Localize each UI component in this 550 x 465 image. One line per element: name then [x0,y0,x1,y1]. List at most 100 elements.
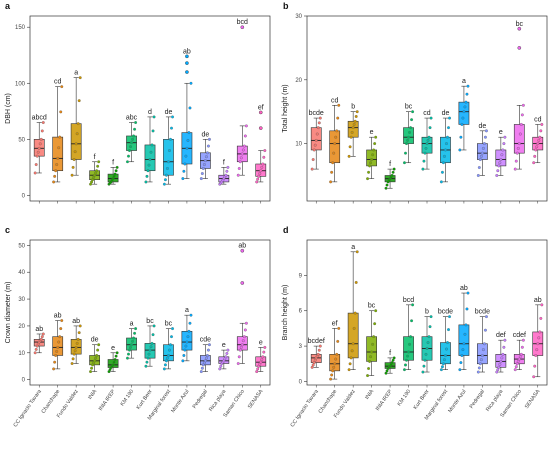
data-point [537,138,541,142]
box-iqr [458,324,470,356]
data-point [111,363,115,367]
data-point [497,365,501,369]
data-point [424,146,428,150]
significance-letter: e [499,129,503,136]
y-tick-label: 6 [299,309,303,315]
data-point [149,150,153,154]
data-point [366,177,370,181]
data-point [444,354,447,357]
data-point [167,160,170,164]
data-point [263,149,267,152]
data-point [71,165,75,169]
data-point [59,327,63,331]
data-point [52,180,56,184]
box-0: bcde [309,110,324,171]
data-point [335,129,339,133]
data-point [460,354,464,357]
data-point [403,161,406,165]
data-point [355,250,359,254]
data-point [236,362,240,365]
significance-letter: f [223,159,225,166]
data-point [503,338,507,342]
data-point [478,362,482,366]
significance-letter: ab [54,313,62,320]
outlier-point [240,25,245,30]
data-point [496,169,500,173]
data-point [262,350,266,354]
data-point [199,177,203,181]
data-point [150,143,154,147]
data-point [330,373,334,377]
significance-letter: a [130,321,134,328]
data-point [34,163,38,167]
data-point [96,164,100,168]
data-point [242,144,246,148]
data-point [422,364,426,368]
outlier-point [240,248,245,253]
data-point [258,172,262,175]
data-point [533,364,537,368]
data-point [53,174,57,178]
data-point [149,345,153,349]
data-point [409,126,413,130]
data-point [532,375,536,379]
data-point [406,138,409,142]
data-point [35,154,39,158]
significance-letter: abcd [32,115,47,122]
box-5: bcd [403,297,414,372]
data-point [480,354,484,357]
data-point [520,113,524,117]
data-point [226,165,230,169]
x-tick-label: INIA IREP [98,388,117,412]
data-point [440,365,444,369]
data-point [535,348,539,352]
data-point [372,148,376,152]
box-3: de [89,337,101,374]
data-point [372,335,376,339]
data-point [540,303,544,307]
data-point [366,374,370,378]
data-point [502,345,506,349]
data-point [495,370,499,374]
data-point [188,321,192,325]
significance-letter: bcdef [308,338,325,345]
box-9: bcde [475,309,490,374]
data-point [392,167,396,171]
data-point [132,336,136,340]
data-point [239,156,243,160]
box-iqr [366,336,377,362]
box-12: ab [532,297,544,379]
data-point [152,115,156,119]
data-point [353,119,357,123]
data-point [426,138,430,142]
box-1: ab [52,313,64,371]
outlier-point [258,110,263,115]
box-4: f [384,161,396,190]
significance-letter: ab [460,285,468,292]
data-point [514,365,518,369]
data-point [336,339,340,343]
data-point [499,359,503,363]
significance-letter: b [425,309,429,316]
data-point [134,121,138,124]
significance-letter: ab [534,297,542,304]
data-point [408,342,412,346]
significance-letter: de [442,110,450,117]
data-point [479,358,483,362]
data-point [56,345,60,349]
data-point [224,173,228,177]
panel-letter: d [283,225,289,235]
data-point [189,313,193,317]
data-point [312,361,316,365]
data-point [370,158,374,161]
data-point [367,367,371,370]
data-point [352,326,356,330]
data-point [204,356,208,360]
data-point [57,340,61,344]
data-point [349,135,353,139]
box-0: abcd [32,115,47,175]
data-point [259,360,263,364]
data-point [184,344,188,348]
box-12: ef [255,104,267,184]
data-point [114,169,118,173]
